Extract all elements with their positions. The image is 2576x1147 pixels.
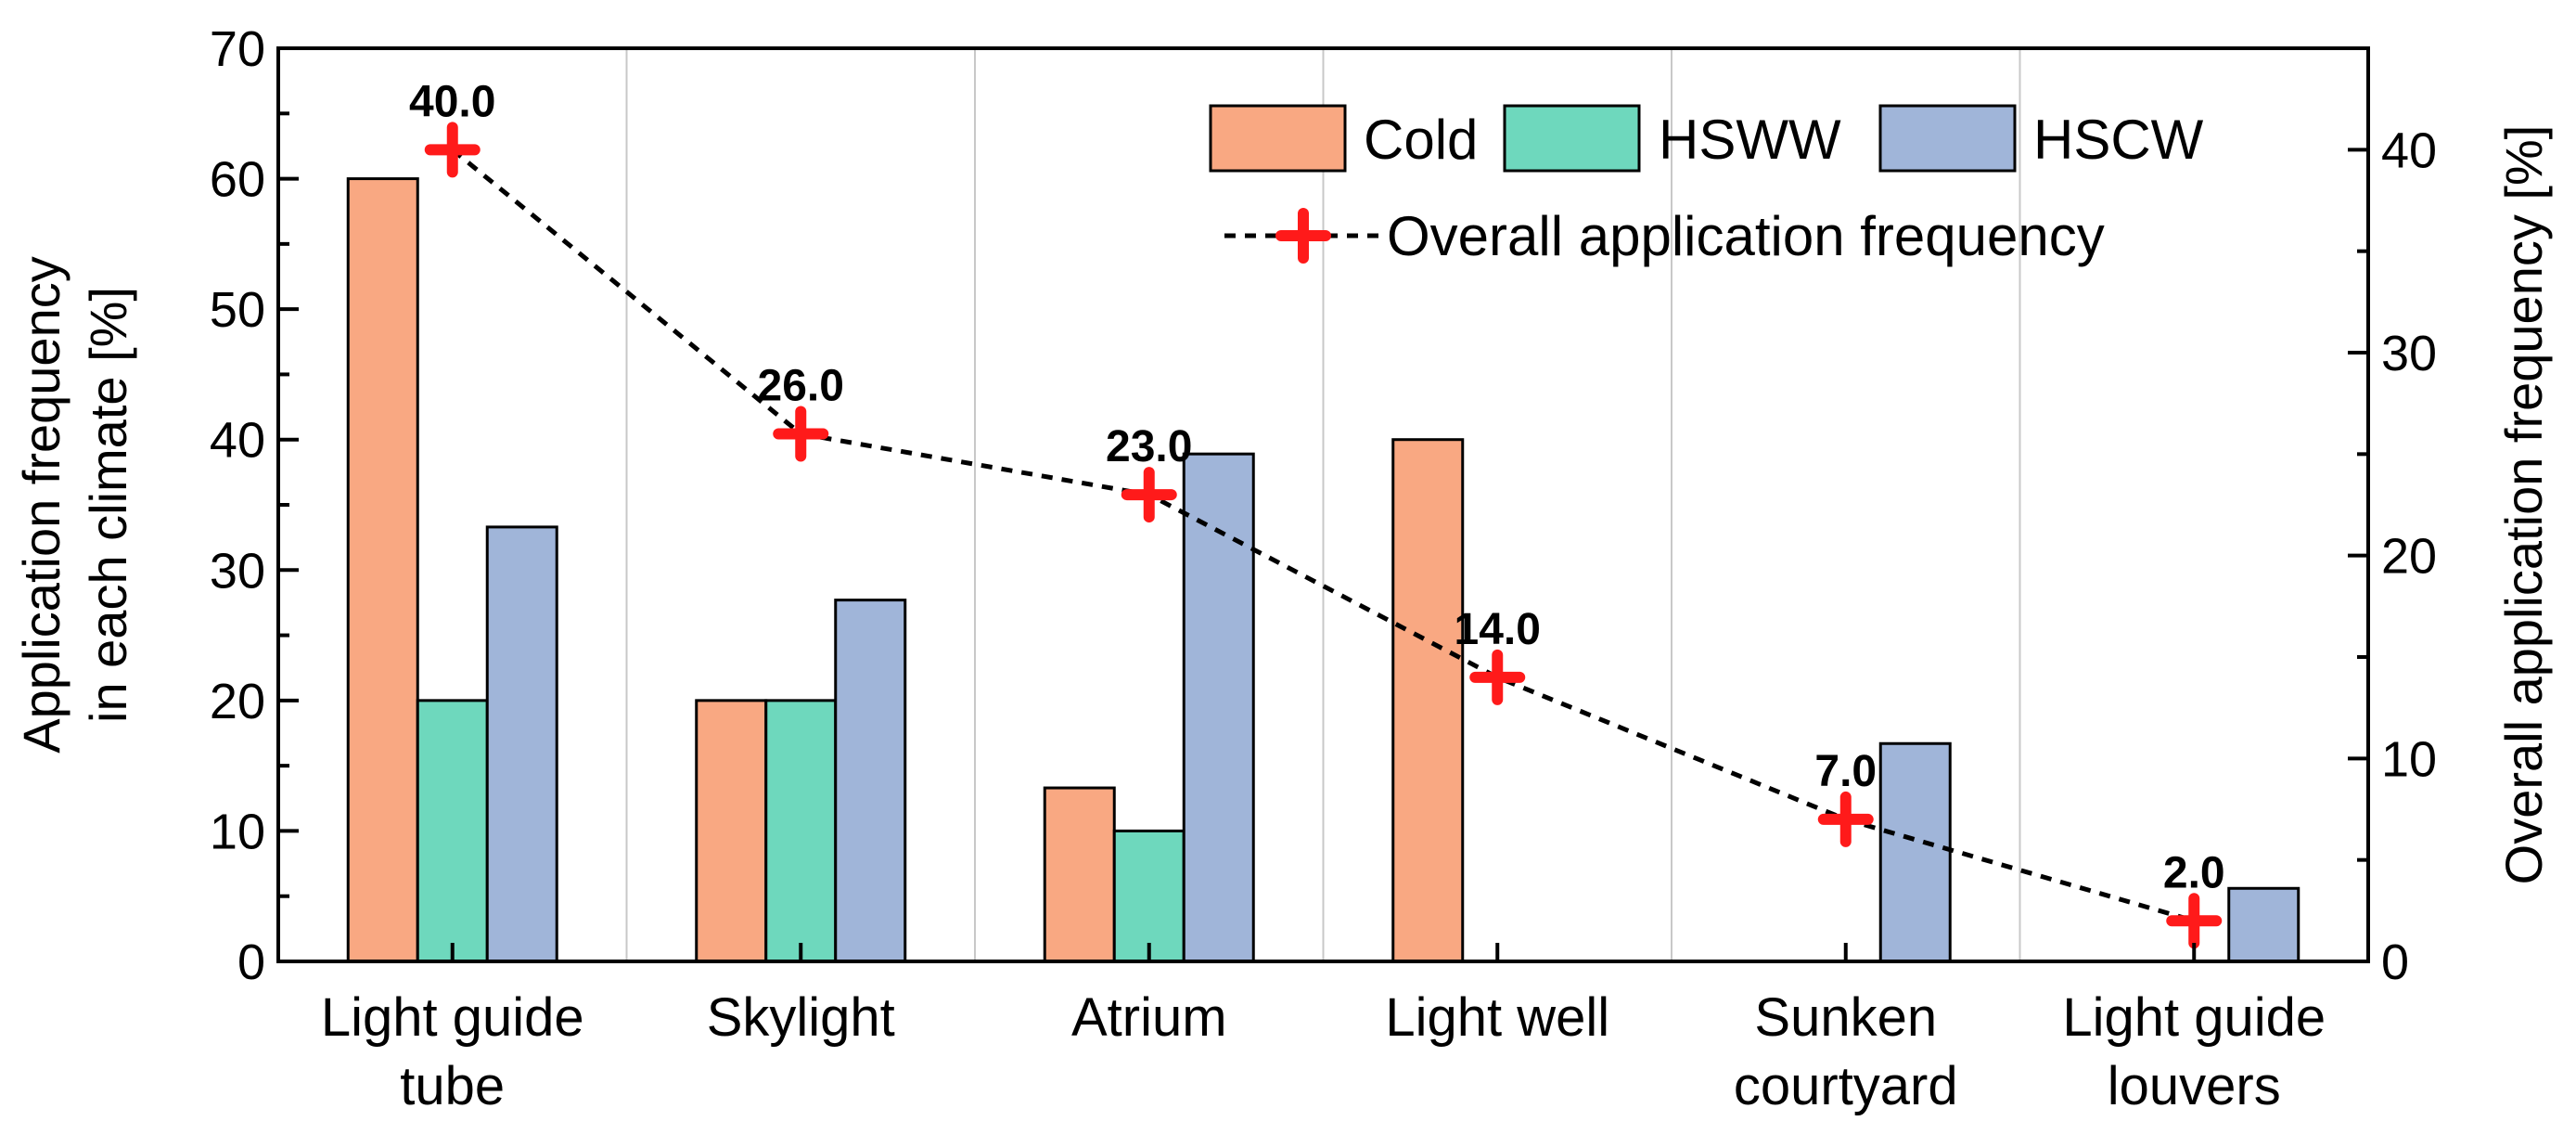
x-tick-label: Light well <box>1385 987 1609 1048</box>
bar-hscw-5 <box>2227 886 2300 963</box>
x-tick-label-line: Light well <box>1385 987 1609 1048</box>
right-tick-label: 10 <box>2381 731 2437 787</box>
overall-frequency-point-1 <box>773 406 829 462</box>
bar-hscw-2 <box>1182 452 1255 963</box>
x-tick-label: Atrium <box>1071 987 1227 1048</box>
x-tick-label: Sunken courtyard <box>1734 987 1958 1116</box>
left-tick-label: 10 <box>210 804 265 859</box>
right-tick-label: 30 <box>2381 326 2437 381</box>
bar-hscw-4 <box>1878 741 1952 963</box>
x-tick-label-line: louvers <box>2108 1056 2281 1116</box>
left-axis-title-line: Application frequency <box>12 256 70 753</box>
x-tick-label-line: Sunken <box>1754 987 1937 1048</box>
legend-label-hsww: HSWW <box>1659 109 1841 171</box>
left-tick-label: 50 <box>210 282 265 338</box>
legend-line-marker <box>1275 208 1331 264</box>
left-tick-label: 40 <box>210 413 265 469</box>
legend-swatch-hscw <box>1878 104 2017 173</box>
x-tick-label: Light guide tube <box>321 987 584 1116</box>
bars <box>346 177 2300 963</box>
x-axis: Light guide tube Skylight Atrium Light well S… <box>321 943 2326 1116</box>
left-tick-label: 30 <box>210 543 265 599</box>
plot-frame <box>276 46 2370 963</box>
x-tick-label-line: Skylight <box>707 987 895 1048</box>
legend: Cold HSWW HSCW Overall application frequenc… <box>1209 104 2204 267</box>
legend-label-overall: Overall application frequency <box>1387 205 2105 267</box>
overall-frequency-label-1: 26.0 <box>758 361 844 410</box>
x-tick-label-line: Light guide <box>2062 987 2326 1048</box>
bar-hscw-1 <box>834 599 907 963</box>
x-tick-label-line: courtyard <box>1734 1056 1958 1116</box>
bar-hsww-1 <box>764 699 838 963</box>
overall-frequency-point-2 <box>1121 467 1177 523</box>
x-tick-label-line: Atrium <box>1071 987 1227 1048</box>
overall-frequency-dashed-line <box>451 148 2195 923</box>
legend-swatch-cold <box>1209 104 1347 173</box>
x-tick-label-line: tube <box>400 1056 505 1116</box>
right-tick-label: 0 <box>2381 934 2409 990</box>
right-axis-title: Overall application frequency [%] <box>2494 125 2553 885</box>
bar-hsww-0 <box>416 699 489 963</box>
left-tick-label: 20 <box>210 674 265 729</box>
left-tick-label: 60 <box>210 152 265 208</box>
right-y-axis: 0 10 20 30 40 <box>2348 122 2437 990</box>
overall-frequency-point-4 <box>1817 791 1874 847</box>
legend-label-cold: Cold <box>1364 109 1478 171</box>
overall-frequency-label-3: 14.0 <box>1455 605 1541 654</box>
category-separators <box>625 48 2021 961</box>
legend-label-hscw: HSCW <box>2033 109 2204 171</box>
overall-frequency-label-5: 2.0 <box>2163 848 2225 897</box>
legend-swatch-hsww <box>1503 104 1641 173</box>
left-y-axis: 0 10 20 30 40 50 60 70 <box>210 21 299 990</box>
bar-hsww-2 <box>1112 829 1185 963</box>
axis-titles: Application frequency in each climate [%]… <box>12 125 2553 885</box>
overall-frequency-line: 40.0 26.0 23.0 14.0 7.0 2.0 <box>409 77 2225 949</box>
bar-cold-2 <box>1043 786 1116 963</box>
overall-frequency-label-0: 40.0 <box>409 77 495 126</box>
bar-cold-3 <box>1391 438 1465 963</box>
left-axis-title: Application frequency in each climate [%] <box>12 256 137 753</box>
left-tick-label: 70 <box>210 21 265 77</box>
x-tick-label: Light guide louvers <box>2062 987 2326 1116</box>
x-tick-label-line: Light guide <box>321 987 584 1048</box>
left-tick-label: 0 <box>237 934 265 990</box>
overall-frequency-label-4: 7.0 <box>1814 747 1877 796</box>
x-tick-label: Skylight <box>707 987 895 1048</box>
bar-cold-1 <box>695 699 768 963</box>
left-axis-title-line: in each climate [%] <box>79 287 137 723</box>
overall-frequency-point-0 <box>424 122 481 178</box>
overall-frequency-point-5 <box>2166 893 2223 949</box>
bar-cold-0 <box>346 177 419 963</box>
overall-frequency-point-3 <box>1469 649 1526 705</box>
bar-hscw-0 <box>485 525 558 963</box>
overall-frequency-label-2: 23.0 <box>1106 422 1192 471</box>
right-tick-label: 40 <box>2381 122 2437 178</box>
right-tick-label: 20 <box>2381 529 2437 585</box>
